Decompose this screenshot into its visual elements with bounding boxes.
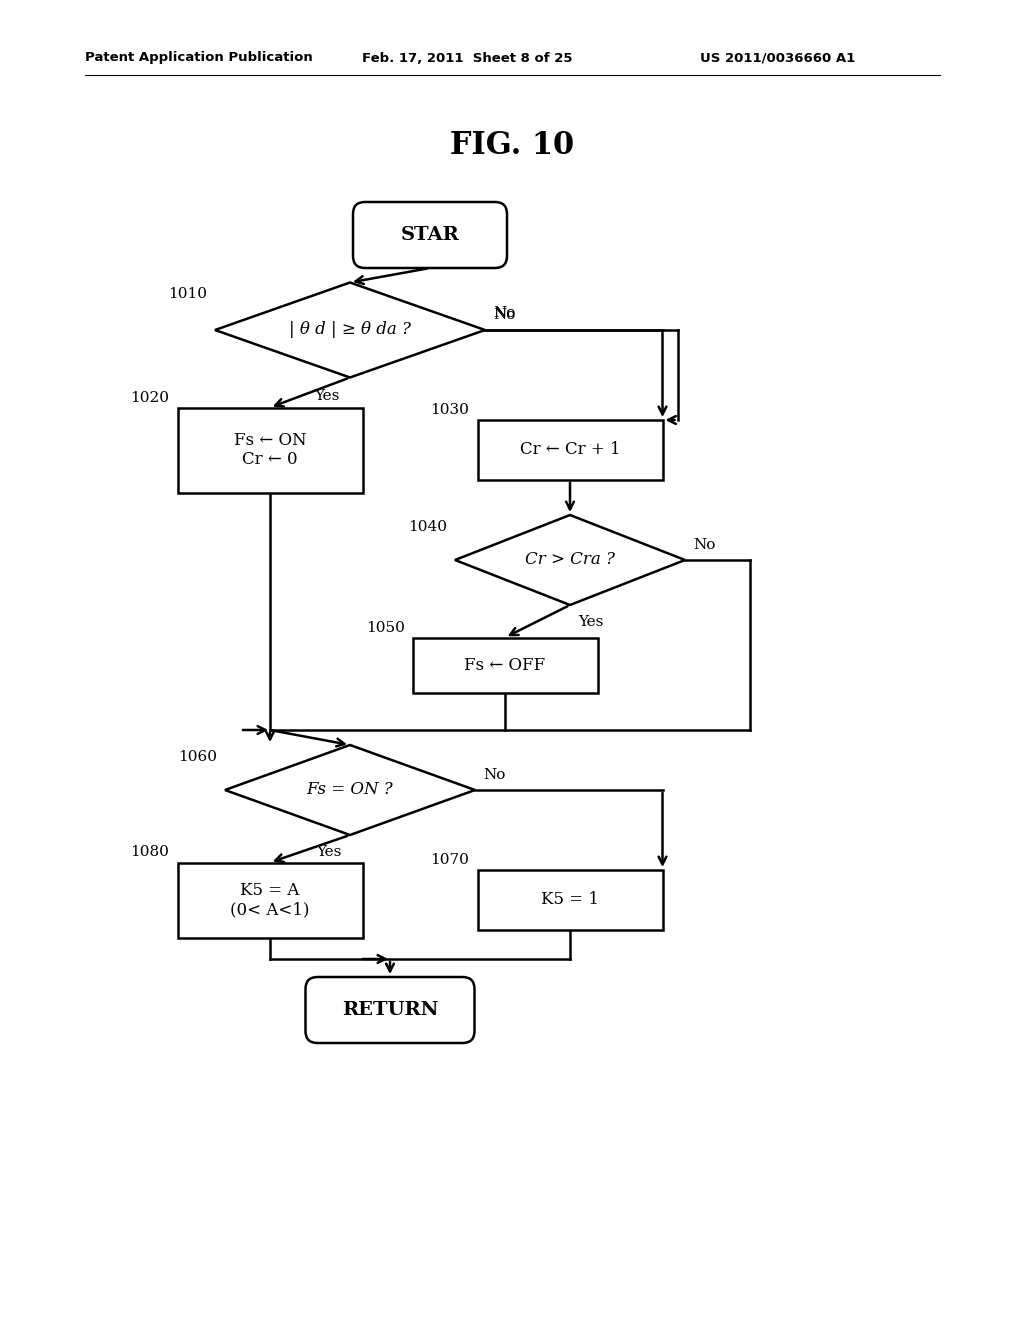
Text: No: No <box>493 308 515 322</box>
Bar <box>177 862 362 937</box>
Text: 1060: 1060 <box>178 750 217 764</box>
Text: 1040: 1040 <box>408 520 447 535</box>
Text: 1020: 1020 <box>130 391 170 404</box>
Text: Fs ← OFF: Fs ← OFF <box>464 656 546 673</box>
Text: Feb. 17, 2011  Sheet 8 of 25: Feb. 17, 2011 Sheet 8 of 25 <box>362 51 572 65</box>
Bar <box>477 870 663 931</box>
Text: 1010: 1010 <box>168 288 207 301</box>
Text: Yes: Yes <box>314 389 340 404</box>
Text: K5 = 1: K5 = 1 <box>541 891 599 908</box>
Polygon shape <box>215 282 485 378</box>
Bar <box>177 408 362 492</box>
Text: No: No <box>493 306 515 319</box>
Text: US 2011/0036660 A1: US 2011/0036660 A1 <box>700 51 855 65</box>
FancyBboxPatch shape <box>305 977 474 1043</box>
Polygon shape <box>225 744 475 836</box>
Text: | θ d | ≥ θ da ?: | θ d | ≥ θ da ? <box>289 322 411 338</box>
Text: Fs ← ON
Cr ← 0: Fs ← ON Cr ← 0 <box>233 432 306 469</box>
Text: Yes: Yes <box>578 615 603 630</box>
Text: STAR: STAR <box>400 226 460 244</box>
Polygon shape <box>455 515 685 605</box>
Text: No: No <box>483 768 506 781</box>
Text: Patent Application Publication: Patent Application Publication <box>85 51 312 65</box>
Text: K5 = A
(0< A<1): K5 = A (0< A<1) <box>230 882 309 919</box>
Text: Cr > Cra ?: Cr > Cra ? <box>525 552 615 569</box>
Bar <box>477 420 663 480</box>
Text: 1030: 1030 <box>431 403 469 417</box>
FancyBboxPatch shape <box>353 202 507 268</box>
Text: 1050: 1050 <box>366 620 404 635</box>
Text: FIG. 10: FIG. 10 <box>450 129 574 161</box>
Text: Fs = ON ?: Fs = ON ? <box>306 781 393 799</box>
Text: 1070: 1070 <box>431 853 469 867</box>
Text: Yes: Yes <box>316 845 342 859</box>
Text: Cr ← Cr + 1: Cr ← Cr + 1 <box>520 441 621 458</box>
Text: No: No <box>693 539 716 552</box>
Bar <box>413 638 597 693</box>
Text: RETURN: RETURN <box>342 1001 438 1019</box>
Text: 1080: 1080 <box>131 846 170 859</box>
